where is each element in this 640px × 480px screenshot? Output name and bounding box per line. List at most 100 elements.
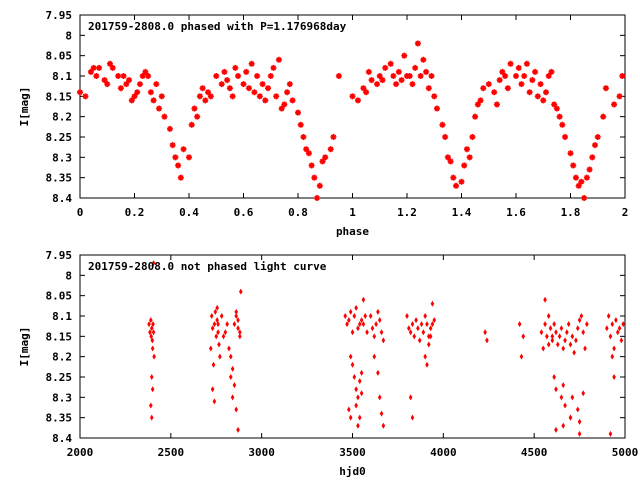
data-point — [568, 341, 573, 348]
data-point — [393, 81, 400, 88]
data-point — [551, 101, 558, 108]
x-tick-label: 2000 — [67, 446, 94, 459]
data-point — [347, 317, 351, 324]
data-point — [230, 365, 235, 372]
data-point — [191, 105, 198, 112]
data-point — [408, 394, 413, 401]
y-tick-label: 8.25 — [46, 371, 73, 384]
data-point — [417, 337, 422, 344]
data-point — [147, 321, 151, 328]
data-point — [213, 73, 220, 79]
data-point — [82, 93, 89, 100]
x-tick-label: 4000 — [430, 446, 457, 459]
data-point — [578, 178, 585, 185]
data-point — [284, 89, 291, 96]
data-point — [442, 134, 449, 140]
x-tick-label: 4500 — [521, 446, 548, 459]
data-point — [219, 313, 224, 319]
data-point — [561, 422, 566, 429]
data-point — [504, 85, 511, 92]
data-point — [347, 406, 351, 413]
y-tick-label: 8.05 — [46, 290, 73, 303]
data-point — [128, 97, 135, 104]
data-point — [417, 73, 424, 79]
data-point — [273, 93, 280, 100]
data-point — [570, 394, 575, 401]
data-point — [545, 73, 552, 79]
data-point — [166, 125, 173, 132]
data-point — [357, 378, 362, 385]
data-point — [235, 73, 242, 79]
y-tick-label: 8.2 — [52, 111, 72, 124]
data-point — [212, 321, 217, 328]
data-point — [224, 77, 231, 84]
data-point — [406, 73, 413, 79]
data-point — [212, 398, 217, 405]
data-point — [207, 93, 214, 100]
data-point — [572, 349, 576, 356]
data-point — [218, 81, 225, 88]
data-point — [265, 85, 272, 92]
data-point — [612, 374, 616, 380]
data-point — [563, 337, 567, 344]
data-point — [537, 81, 544, 88]
y-tick-label: 8.2 — [52, 351, 72, 364]
data-point — [205, 89, 212, 96]
data-point — [428, 333, 433, 340]
data-point — [365, 68, 372, 75]
data-point — [240, 81, 247, 88]
data-point — [548, 68, 555, 75]
data-point — [238, 333, 242, 340]
phased-light-curve-chart: 0 0.2 0.4 0.6 0.8 1 1.2 1.4 1.6 1.8 2 7.95 8 8.05 8.1 8… — [18, 9, 628, 238]
data-point — [432, 317, 437, 324]
data-point — [236, 317, 240, 324]
x-tick-label: 0.2 — [125, 206, 145, 219]
data-point — [356, 325, 360, 332]
data-point — [485, 337, 489, 344]
data-point — [117, 85, 124, 92]
data-point — [227, 345, 231, 352]
y-axis-label: I[mag] — [18, 327, 31, 367]
data-point — [354, 97, 361, 104]
data-point — [379, 410, 384, 417]
data-point — [151, 321, 155, 328]
y-tick-label: 8.35 — [46, 172, 73, 185]
data-point — [254, 73, 261, 79]
data-point — [540, 97, 547, 104]
data-point — [196, 93, 203, 100]
data-point — [368, 77, 375, 84]
data-point — [570, 162, 577, 169]
data-point — [131, 93, 138, 100]
data-point — [412, 333, 417, 340]
data-point — [213, 308, 218, 315]
data-point — [359, 390, 364, 397]
data-point — [300, 134, 307, 140]
data-point — [387, 60, 394, 67]
data-point — [211, 361, 216, 368]
data-point — [612, 345, 616, 352]
data-point — [575, 406, 580, 413]
y-tick-label: 8.4 — [52, 192, 72, 205]
y-tick-label: 8.1 — [52, 310, 72, 323]
data-point — [281, 101, 288, 108]
data-point — [361, 296, 366, 303]
data-point — [217, 341, 221, 348]
x-tick-label: 1.6 — [506, 206, 526, 219]
data-point — [521, 73, 528, 79]
data-point — [297, 121, 304, 128]
data-point — [550, 337, 555, 344]
data-point — [431, 93, 438, 100]
data-point — [377, 317, 382, 324]
data-point — [372, 353, 377, 360]
data-point — [147, 89, 154, 96]
data-point — [376, 73, 383, 79]
data-point — [356, 422, 360, 429]
data-point — [251, 89, 258, 96]
data-point — [420, 56, 427, 63]
data-point — [614, 317, 618, 324]
data-point — [381, 337, 386, 344]
data-point — [559, 394, 564, 401]
data-point — [379, 329, 384, 336]
data-point — [194, 113, 201, 120]
data-point — [238, 288, 243, 295]
